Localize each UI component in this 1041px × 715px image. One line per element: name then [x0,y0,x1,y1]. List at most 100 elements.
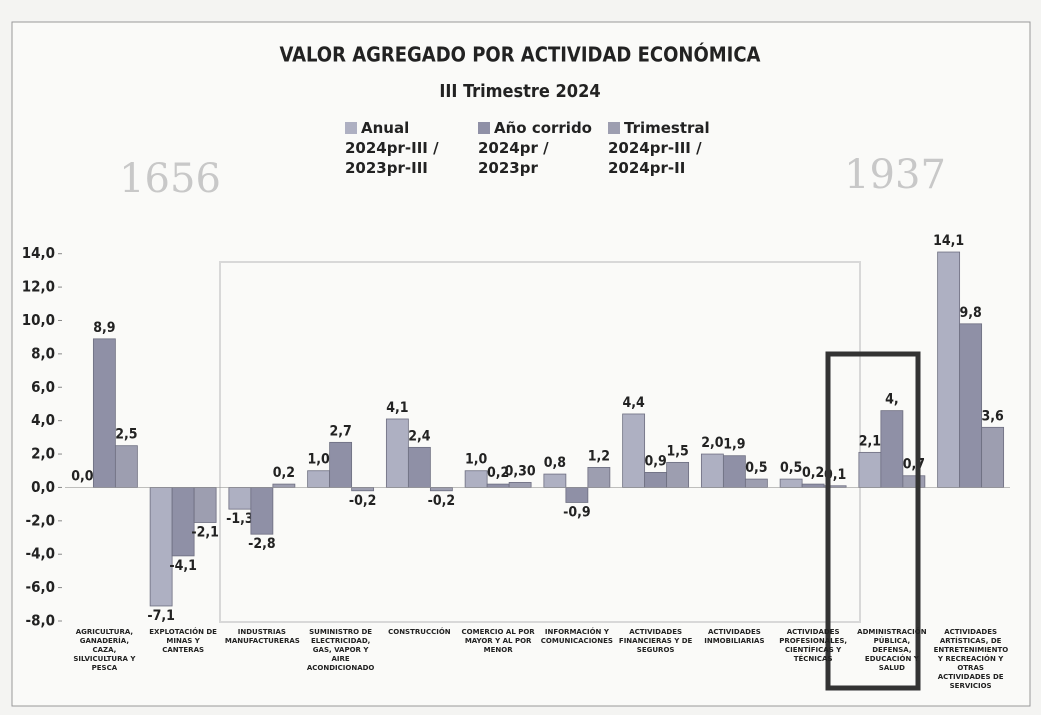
legend-swatch [608,122,620,134]
y-tick-label: 0,0 [31,478,55,496]
value-label: 2,1 [859,433,881,449]
y-tick-label: -4,0 [25,545,55,563]
bar [667,462,689,487]
x-tick-label: EXPLOTACIÓN DE MINAS Y CANTERAS [146,628,220,655]
value-label: 0,2 [273,465,295,481]
bar [982,427,1004,487]
value-label: 0,7 [903,457,925,473]
bar [544,474,566,487]
bar [903,476,925,488]
bar [386,419,408,487]
bar [172,487,194,555]
page: 1656 1937 VALOR AGREGADO POR ACTIVIDAD E… [0,0,1041,715]
bar [352,487,374,490]
x-tick-label: ACTIVIDADES PROFESIONALES, CIENTÍFICAS Y… [776,628,850,664]
value-label: 9,8 [959,305,981,321]
y-tick-label: 8,0 [31,344,55,362]
value-label: 2,5 [115,427,137,443]
bar [701,454,723,487]
value-label: -4,1 [169,558,197,574]
value-label: 0,0 [71,468,94,484]
value-label: 2,0 [701,435,724,451]
value-label: 1,9 [723,437,745,453]
bar [150,487,172,606]
bar [465,471,487,488]
x-tick-label: ADMINISTRACIÓN PÚBLICA, DEFENSA, EDUCACI… [855,628,929,673]
x-tick-label: AGRICULTURA, GANADERÍA, CAZA, SILVICULTU… [67,628,141,673]
value-label: 1,2 [588,448,610,464]
x-tick-label: INFORMACIÓN Y COMUNICACIONES [540,628,614,646]
bar [780,479,802,487]
value-label: 0,2 [802,465,824,481]
bar [308,471,330,488]
bar [623,414,645,487]
bar [330,442,352,487]
value-label: -0,9 [563,504,591,520]
x-tick-label: COMERCIO AL POR MAYOR Y AL POR MENOR [461,628,535,655]
value-label: -2,1 [191,524,219,540]
bar [273,484,295,487]
bar [802,484,824,487]
value-label: 0,9 [644,453,666,469]
bar [115,446,137,488]
value-label: -0,2 [428,493,456,509]
x-tick-label: SUMINISTRO DE ELECTRICIDAD, GAS, VAPOR Y… [304,628,378,673]
bar [408,447,430,487]
value-label: -7,1 [147,608,175,624]
legend-entry: Anual 2024pr-III / 2023pr-III [345,118,465,178]
bar [229,487,251,509]
bar [881,411,903,488]
value-label: -2,8 [248,536,276,552]
legend-entry: Trimestral 2024pr-III / 2024pr-II [608,118,728,178]
chart: 1656 1937 VALOR AGREGADO POR ACTIVIDAD E… [0,0,1041,715]
x-tick-label: CONSTRUCCIÓN [382,628,456,637]
value-label: 0,5 [780,460,802,476]
watermark-year: 1656 [119,156,221,202]
bar [588,467,610,487]
chart-title: VALOR AGREGADO POR ACTIVIDAD ECONÓMICA [280,43,761,67]
x-tick-label: INDUSTRIAS MANUFACTURERAS [225,628,299,646]
bar [194,487,216,522]
value-label: -1,3 [226,511,254,527]
bar [430,487,452,490]
value-label: 4, [885,392,899,408]
y-tick-label: 14,0 [22,244,55,262]
legend-swatch [478,122,490,134]
y-tick-label: -2,0 [25,511,55,529]
watermark-year: 1937 [844,152,946,198]
value-label: 4,4 [622,395,645,411]
bar [745,479,767,487]
bar [859,452,881,487]
value-label: 14,1 [933,233,964,249]
x-tick-label: ACTIVIDADES INMOBILIARIAS [697,628,771,646]
value-label: 2,7 [329,423,351,439]
legend-label: Año corrido 2024pr / 2023pr [478,119,592,177]
bar [645,472,667,487]
x-tick-label: ACTIVIDADES ARTÍSTICAS, DE ENTRETENIMIEN… [934,628,1008,691]
y-tick-label: 10,0 [22,311,55,329]
legend-swatch [345,122,357,134]
bar [938,252,960,487]
x-tick-label: ACTIVIDADES FINANCIERAS Y DE SEGUROS [619,628,693,655]
legend-label: Anual 2024pr-III / 2023pr-III [345,119,439,177]
value-label: 0,30 [505,463,536,479]
value-label: 0,5 [745,460,767,476]
bar [251,487,273,534]
y-tick-label: -8,0 [25,612,55,630]
value-label: -0,2 [349,493,377,509]
value-label: 3,6 [981,408,1004,424]
value-label: 4,1 [386,400,408,416]
y-tick-label: 12,0 [22,278,55,296]
legend-entry: Año corrido 2024pr / 2023pr [478,118,598,178]
y-tick-label: 4,0 [31,411,55,429]
bar [566,487,588,502]
value-label: 2,4 [408,428,431,444]
value-label: 8,9 [93,320,115,336]
legend-label: Trimestral 2024pr-III / 2024pr-II [608,119,710,177]
bar [93,339,115,488]
value-label: 1,0 [465,452,488,468]
value-label: 0,8 [544,455,566,471]
y-tick-label: 6,0 [31,378,55,396]
bar [509,482,531,487]
bar [723,456,745,488]
